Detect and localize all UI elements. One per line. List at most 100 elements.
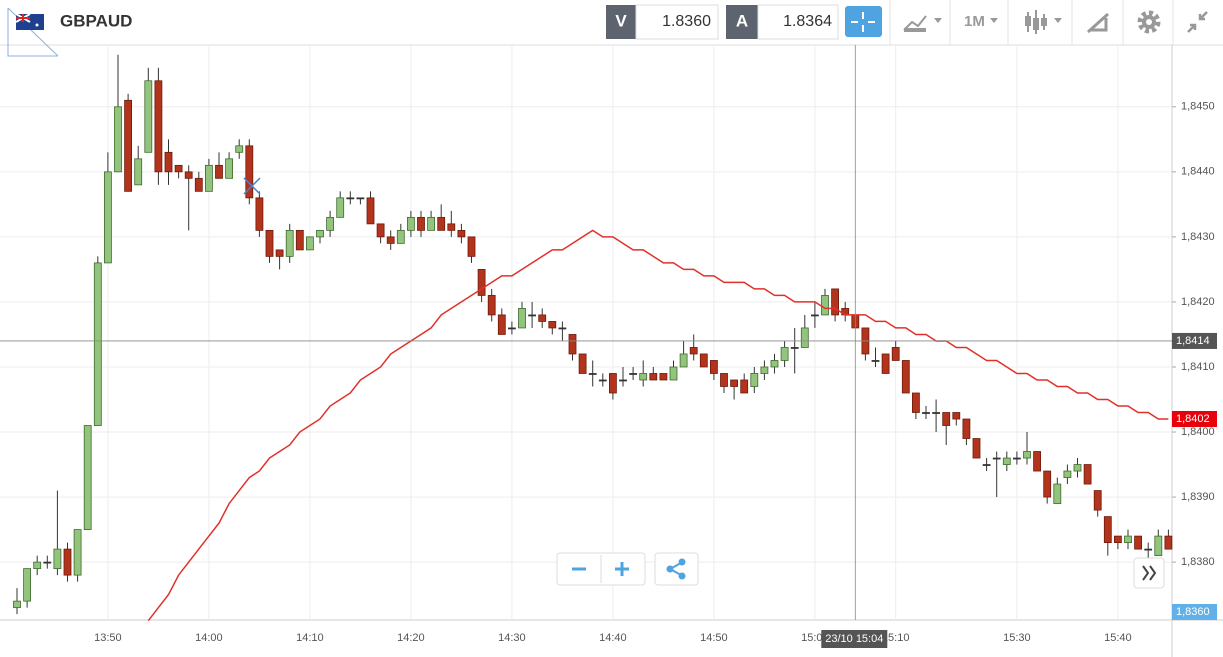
candle-body <box>33 561 42 570</box>
candle-body <box>578 353 587 374</box>
candle-body <box>174 164 183 173</box>
candle-body <box>790 347 799 349</box>
candle-body <box>972 438 981 459</box>
candle-body <box>114 106 122 173</box>
crosshair-y-label: 1,8414 <box>1176 335 1210 347</box>
candle-body <box>427 216 436 231</box>
candle-body <box>204 164 213 192</box>
candle-body <box>184 171 193 179</box>
candle-body <box>356 197 365 200</box>
crosshair-button[interactable] <box>845 6 882 37</box>
candle-body <box>245 145 254 199</box>
candle-body <box>750 373 759 387</box>
candle-body <box>13 600 21 609</box>
candle-body <box>598 379 607 382</box>
candle-body <box>255 197 264 231</box>
candle-body <box>811 314 819 317</box>
candle-body <box>194 177 203 192</box>
collapse-button[interactable] <box>1187 11 1208 33</box>
candle-body <box>316 229 324 238</box>
crosshair-x-box <box>821 630 888 648</box>
symbol: GBPAUD <box>60 11 132 30</box>
x-tick-label: 14:40 <box>599 632 627 644</box>
candle-body <box>1073 464 1082 472</box>
x-tick-label: 15:30 <box>1003 632 1031 644</box>
candle-body <box>780 347 789 361</box>
candle-body <box>1093 490 1102 511</box>
candle-body <box>406 216 415 231</box>
y-tick-label: 1,8420 <box>1181 296 1215 308</box>
candle-body <box>952 412 961 420</box>
bid-box[interactable] <box>635 4 719 40</box>
candle-body <box>992 457 1001 460</box>
share-button[interactable] <box>654 552 699 586</box>
settings-button[interactable] <box>1137 10 1161 34</box>
candle-body <box>568 334 577 355</box>
candle-body <box>699 353 708 368</box>
y-tick-label: 1,8390 <box>1181 491 1215 503</box>
x-tick-label: 15:10 <box>882 632 910 644</box>
candle-body <box>1154 535 1163 557</box>
candle-body <box>821 295 829 316</box>
candle-body <box>346 197 355 200</box>
candle-body <box>982 464 991 466</box>
x-tick-label: 14:00 <box>195 632 223 644</box>
candle-body <box>1023 451 1031 459</box>
x-tick-label: 14:50 <box>700 632 728 644</box>
y-tick-label: 1,8440 <box>1181 166 1215 178</box>
plot-area: 1,8380 1,8390 1,8400 1,8410 1,8420 1,8430 1,84… <box>0 45 1223 657</box>
y-tick-label: 1,8410 <box>1181 361 1215 373</box>
candle-body <box>538 314 547 322</box>
candle-body <box>63 548 72 576</box>
candle-body <box>1002 457 1011 465</box>
candle-body <box>497 314 506 335</box>
candle-body <box>1103 516 1112 543</box>
chart-type-button[interactable] <box>903 15 942 32</box>
candle-body <box>679 353 688 368</box>
candle-body <box>962 418 971 439</box>
x-tick-label: 14:30 <box>498 632 526 644</box>
candle-body <box>558 327 567 330</box>
candle-body <box>285 229 294 257</box>
candle-body <box>275 249 284 257</box>
price-marker-box <box>1172 411 1217 428</box>
zoom-in[interactable] <box>615 562 629 576</box>
candle-body <box>457 229 466 238</box>
candle-body <box>477 269 486 296</box>
candle-body <box>760 366 769 374</box>
crosshair-y-box <box>1172 332 1217 349</box>
timeframe[interactable]: 1M <box>964 13 985 30</box>
candle-body <box>1063 470 1072 478</box>
y-tick-label: 1,8450 <box>1181 101 1215 113</box>
candle-body <box>104 171 112 264</box>
draw-button[interactable] <box>1086 12 1110 34</box>
candle-body <box>1134 535 1142 550</box>
y-tick-label: 1,8400 <box>1181 426 1215 438</box>
ask-label: A <box>736 11 748 30</box>
crosshair-x-label: 23/10 15:04 <box>825 633 883 645</box>
candle-body <box>164 151 173 173</box>
price-marker-label: 1,8360 <box>1176 606 1210 618</box>
candle-body <box>124 99 132 192</box>
scroll-end-button[interactable] <box>1133 557 1165 589</box>
ask-box[interactable] <box>757 4 839 40</box>
candle-body <box>901 360 910 394</box>
candle-body <box>225 158 234 179</box>
candle-type-button[interactable] <box>1025 10 1062 34</box>
candle-body <box>83 425 92 530</box>
candle-body <box>43 561 52 564</box>
candle-body <box>1033 451 1041 472</box>
x-tick-label: 14:10 <box>296 632 324 644</box>
candle-body <box>659 373 668 381</box>
candle-body <box>144 80 153 153</box>
candle-body <box>53 548 62 570</box>
x-tick-label: 14:20 <box>397 632 425 644</box>
candle-body <box>295 229 304 251</box>
y-tick-label: 1,8430 <box>1181 231 1215 243</box>
candle-body <box>1053 483 1062 504</box>
candle-body <box>1013 457 1021 460</box>
candle-body <box>619 379 627 382</box>
candle-body <box>417 216 425 231</box>
